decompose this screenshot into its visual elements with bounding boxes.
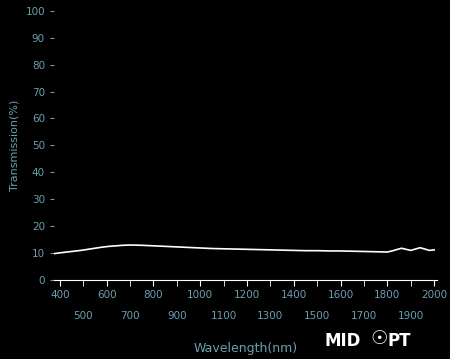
Text: ☉: ☉ [370, 328, 387, 348]
Text: 1500: 1500 [304, 311, 330, 321]
Text: PT: PT [388, 332, 411, 350]
Text: 1300: 1300 [257, 311, 284, 321]
Text: 1100: 1100 [211, 311, 237, 321]
Y-axis label: Transmission(%): Transmission(%) [10, 100, 20, 191]
X-axis label: Wavelength(nm): Wavelength(nm) [193, 342, 297, 355]
Text: 500: 500 [73, 311, 93, 321]
Text: 700: 700 [120, 311, 140, 321]
Text: 1700: 1700 [351, 311, 377, 321]
Text: 900: 900 [167, 311, 187, 321]
Text: 1900: 1900 [398, 311, 424, 321]
Text: MID: MID [324, 332, 360, 350]
